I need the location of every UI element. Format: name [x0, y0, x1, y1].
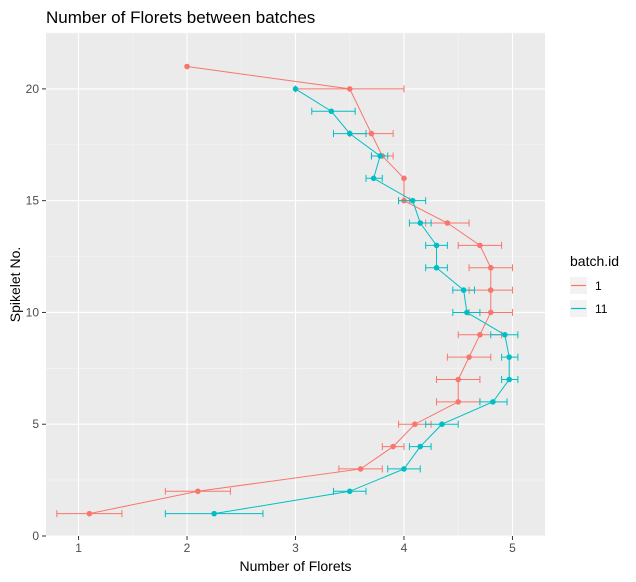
x-axis-title: Number of Florets	[239, 558, 351, 574]
chart-title: Number of Florets between batches	[46, 8, 315, 27]
series-line	[89, 66, 492, 515]
data-point	[211, 510, 217, 517]
data-point	[357, 466, 364, 472]
legend-item: 1	[570, 277, 602, 294]
data-point	[86, 510, 93, 517]
data-point	[455, 376, 462, 383]
plot-panel	[46, 32, 545, 537]
data-point	[401, 175, 407, 182]
data-point	[460, 287, 467, 293]
data-point	[409, 197, 416, 204]
data-point	[506, 354, 513, 360]
data-point	[346, 488, 353, 495]
data-point	[292, 86, 299, 92]
data-point	[368, 130, 375, 137]
y-tick-label: 5	[32, 417, 39, 431]
data-point	[444, 220, 451, 226]
data-point	[439, 421, 445, 428]
data-point	[490, 399, 496, 405]
x-tick-label: 2	[184, 541, 191, 555]
x-axis: 1 2 3 4 5	[75, 536, 516, 555]
data-point	[412, 421, 418, 428]
y-axis: 0 5 10 15 20	[26, 82, 46, 543]
legend: batch.id 111	[570, 253, 619, 317]
data-point	[455, 399, 462, 405]
legend-label: 11	[595, 302, 608, 316]
data-point	[502, 332, 508, 338]
data-point	[328, 108, 335, 115]
legend-item: 11	[570, 300, 608, 317]
series-layer	[56, 63, 519, 518]
y-tick-label: 15	[26, 194, 40, 208]
data-point	[477, 242, 483, 249]
y-tick-label: 10	[26, 305, 40, 319]
data-point	[487, 287, 494, 293]
legend-items: 111	[570, 277, 608, 317]
data-point	[377, 153, 383, 159]
data-point	[390, 443, 396, 450]
data-point	[184, 63, 190, 70]
data-point	[464, 309, 470, 316]
data-point	[346, 130, 353, 137]
series-11	[164, 86, 519, 518]
y-tick-label: 20	[26, 82, 40, 96]
data-point	[477, 332, 483, 338]
y-tick-label: 0	[32, 529, 39, 543]
data-point	[346, 86, 353, 92]
series-line	[214, 88, 510, 515]
data-point	[433, 242, 440, 249]
x-tick-label: 5	[509, 541, 516, 555]
data-point	[487, 309, 494, 316]
data-point	[370, 175, 377, 182]
data-point	[417, 220, 424, 226]
y-axis-title: Spikelet No.	[7, 247, 23, 322]
data-point	[487, 264, 494, 271]
data-point	[417, 443, 424, 450]
x-tick-label: 4	[401, 541, 408, 555]
data-point	[466, 354, 472, 360]
x-tick-label: 3	[292, 541, 299, 555]
x-tick-label: 1	[75, 541, 82, 555]
data-point	[506, 376, 513, 383]
data-point	[401, 466, 407, 472]
legend-label: 1	[595, 279, 602, 293]
data-point	[195, 488, 201, 495]
data-point	[433, 264, 440, 271]
legend-title: batch.id	[570, 253, 619, 269]
